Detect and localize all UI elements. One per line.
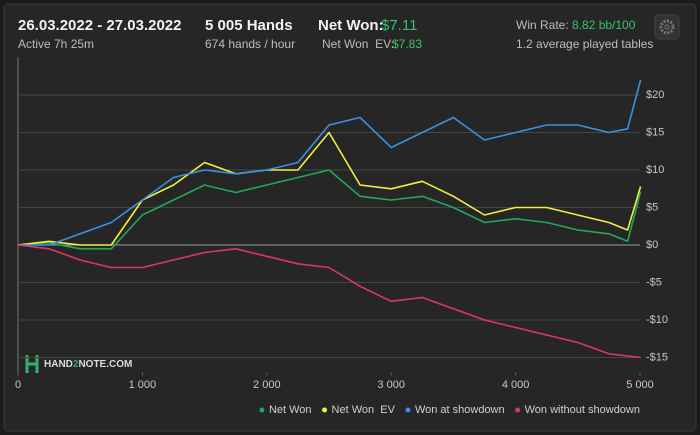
win-rate-label: Win Rate: <box>516 18 569 32</box>
settings-button[interactable] <box>654 14 680 40</box>
x-tick-label: 3 000 <box>377 379 405 391</box>
net-won-value: $7.11 <box>381 17 417 34</box>
logo-part: 2 <box>73 359 79 370</box>
net-won-ev-label: Net Won EV: <box>322 37 394 51</box>
x-tick-label: 1 000 <box>129 379 157 391</box>
legend-label: Net Won <box>269 404 312 416</box>
win-rate-value: 8.82 bb/100 <box>572 18 636 32</box>
y-tick-label: $0 <box>646 239 658 251</box>
x-tick-label: 5 000 <box>626 379 654 391</box>
logo-part: NOTE.COM <box>78 359 132 370</box>
active-time: Active 7h 25m <box>18 37 94 51</box>
legend-label: Won without showdown <box>525 404 640 416</box>
series-line <box>17 169 642 250</box>
series-line <box>18 79 642 246</box>
y-tick-label: -$10 <box>646 314 668 326</box>
net-won-ev-value: $7.83 <box>392 37 422 51</box>
settings-box[interactable] <box>654 14 680 40</box>
y-tick-label: $15 <box>646 126 664 138</box>
legend-label: Net Won EV <box>332 404 396 416</box>
y-tick-label: -$5 <box>646 276 662 288</box>
y-tick-label: -$15 <box>646 351 668 363</box>
gear[interactable] <box>659 19 675 35</box>
x-tick-label: 4 000 <box>502 379 530 391</box>
hands: 5 005 Hands <box>205 17 293 34</box>
logo-part: HAND <box>44 359 73 370</box>
y-tick-label: $5 <box>646 201 658 213</box>
x-tick-label: 0 <box>15 379 21 391</box>
legend-marker <box>515 407 521 413</box>
legend-marker <box>405 407 411 413</box>
x-tick-label: 2 000 <box>253 379 281 391</box>
net-won-label: Net Won: <box>318 17 384 34</box>
gear-hub[interactable] <box>664 24 670 30</box>
date-range: 26.03.2022 - 27.03.2022 <box>18 17 181 34</box>
y-tick-label: $20 <box>646 89 664 101</box>
tables: 1.2 average played tables <box>516 37 653 51</box>
legend-marker <box>259 407 265 413</box>
series-line <box>17 244 641 359</box>
series-line <box>17 131 642 246</box>
legend-label: Won at showdown <box>415 404 505 416</box>
hands-per-hour: 674 hands / hour <box>205 37 295 51</box>
legend-marker <box>322 407 328 413</box>
y-tick-label: $10 <box>646 164 664 176</box>
logo-text: HAND2NOTE.COM <box>44 359 132 370</box>
panel <box>3 3 697 432</box>
